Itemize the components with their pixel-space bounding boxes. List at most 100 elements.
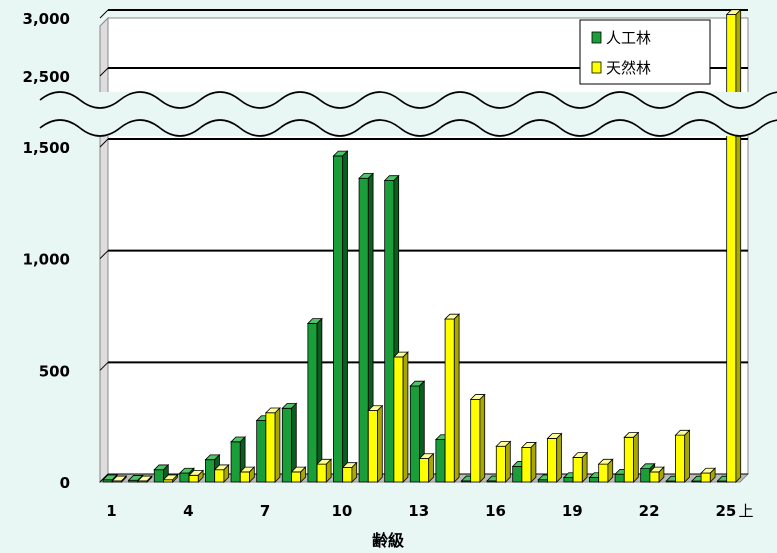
x-tick-label: 19 (562, 502, 583, 520)
legend-box (579, 19, 711, 85)
plot-left-wall (99, 16, 109, 484)
bar-front (589, 477, 600, 483)
bar-natural-14 (444, 313, 461, 483)
bar-front (409, 385, 420, 483)
axis-break-gap (0, 92, 777, 136)
bar-side (351, 461, 358, 483)
bar-planted-8 (281, 402, 298, 483)
bar-natural-13 (418, 452, 435, 483)
bar-side (428, 452, 434, 483)
bar-side (453, 313, 460, 483)
bar-natural-2 (136, 475, 153, 483)
bar-front (291, 471, 302, 483)
bar-side (223, 463, 230, 483)
gridline-side (99, 67, 109, 77)
bar-side (607, 458, 614, 483)
axis-break (0, 91, 777, 137)
bar-side (530, 441, 537, 483)
bar-side (325, 458, 332, 483)
x-axis-title: 齢級 (372, 531, 404, 550)
bar-side (316, 317, 323, 483)
bar-side (735, 8, 742, 483)
y-tick-label: 0 (60, 474, 70, 492)
y-tick-label: 3,000 (23, 10, 70, 28)
bar-front (205, 459, 216, 483)
bar-natural-9 (316, 458, 333, 483)
gridline-side (99, 361, 109, 371)
gridline-side (99, 250, 109, 260)
bars (102, 8, 742, 483)
bar-front (307, 323, 318, 483)
legend-swatch (591, 31, 602, 44)
bar-side (146, 475, 153, 483)
y-tick-label: 500 (39, 362, 70, 380)
axis-break-wave (39, 119, 777, 137)
bar-front (495, 445, 506, 483)
bar-side (556, 432, 562, 483)
bar-front (281, 407, 292, 483)
bar-front (239, 471, 250, 483)
bar-side (684, 429, 690, 483)
bar-natural-4 (188, 469, 205, 483)
bar-natural-10 (341, 461, 358, 483)
bar-front (342, 467, 353, 483)
bar-front (623, 436, 634, 483)
bar-front (521, 446, 532, 483)
y-tick-label: 1,000 (23, 251, 70, 269)
bar-natural-12 (392, 351, 409, 483)
bar-front (470, 398, 481, 483)
x-tick-label: 7 (260, 502, 270, 520)
bar-front (367, 410, 378, 483)
x-tick-label: 16 (485, 502, 506, 520)
x-tick-label: 10 (331, 502, 352, 520)
legend-swatch (591, 61, 602, 74)
bar-front (649, 471, 660, 483)
bar-front (214, 469, 225, 483)
gridline-side (99, 9, 109, 19)
bar-front (435, 439, 446, 483)
bar-front (572, 457, 583, 483)
bar-natural-1 (111, 475, 128, 483)
bar-front (393, 356, 404, 483)
bar-front (700, 472, 711, 483)
bar-front (358, 177, 369, 483)
legend-label: 天然林 (606, 59, 651, 77)
bar-front (153, 469, 164, 483)
bar-natural-16 (495, 440, 512, 483)
x-tick-label: 13 (408, 502, 429, 520)
x-tick-label: 1 (106, 502, 116, 520)
gridline-side (99, 138, 109, 148)
axis-break-wave (39, 91, 777, 109)
bar-side (197, 469, 204, 483)
bar-front (419, 458, 430, 483)
bar-natural-18 (546, 432, 563, 483)
bar-front (384, 180, 395, 483)
bar-natural-19 (572, 451, 589, 483)
bar-side (377, 404, 383, 483)
bar-front (598, 463, 609, 483)
bar-front (333, 155, 344, 483)
bar-side (342, 150, 348, 483)
bar-natural-3 (162, 474, 179, 483)
bar-natural-24 (700, 467, 717, 483)
bar-front (444, 318, 455, 483)
bar-natural-11 (367, 404, 384, 483)
bar-side (633, 431, 639, 483)
bar-natural-7 (264, 407, 281, 483)
bar-side (505, 440, 511, 483)
bar-side (172, 474, 178, 483)
bar-natural-25上 (725, 8, 742, 483)
bar-front (640, 468, 651, 483)
plot-back-wall (107, 17, 749, 475)
bar-front (512, 465, 523, 483)
legend-label: 人工林 (606, 29, 651, 47)
bar-front (675, 434, 686, 483)
bar-planted-10 (332, 150, 349, 483)
bar-front (188, 474, 199, 483)
bar-front (563, 477, 574, 483)
bar-side (658, 466, 665, 483)
bar-side (581, 451, 588, 483)
bar-front (614, 473, 625, 483)
